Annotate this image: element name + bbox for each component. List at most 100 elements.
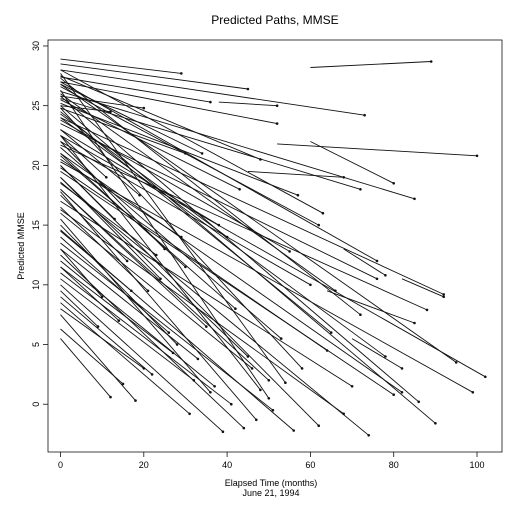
path-line-22 xyxy=(60,135,261,391)
path-line-83 xyxy=(247,170,344,178)
path-endpoint-67 xyxy=(217,223,221,227)
path-line-32 xyxy=(60,302,190,415)
path-endpoint-20 xyxy=(284,381,287,385)
path-line-16 xyxy=(60,77,361,316)
path-line-23 xyxy=(60,165,320,427)
path-endpoint-46 xyxy=(163,247,166,251)
series-layer xyxy=(60,58,487,437)
path-endpoint-26 xyxy=(292,429,296,432)
path-line-84 xyxy=(310,141,394,184)
path-endpoint-72 xyxy=(96,325,100,328)
path-endpoint-30 xyxy=(209,391,212,394)
path-endpoint-34 xyxy=(150,373,154,376)
path-endpoint-64 xyxy=(238,188,241,191)
path-endpoint-2 xyxy=(363,113,366,117)
path-endpoint-78 xyxy=(454,361,458,364)
y-tick-label-5: 5 xyxy=(31,342,41,347)
path-line-7 xyxy=(60,90,415,200)
path-line-1 xyxy=(60,63,248,90)
path-endpoint-14 xyxy=(392,393,396,397)
path-line-89 xyxy=(60,95,419,403)
path-line-33 xyxy=(60,266,174,354)
path-endpoint-27 xyxy=(254,418,258,422)
x-axis-sublabel: June 21, 1994 xyxy=(242,488,299,498)
path-line-46 xyxy=(60,141,165,250)
path-endpoint-61 xyxy=(113,217,116,221)
plot-frame xyxy=(47,39,503,453)
path-endpoint-69 xyxy=(155,253,158,257)
path-endpoint-54 xyxy=(271,408,275,412)
path-endpoint-50 xyxy=(325,349,329,352)
path-endpoint-56 xyxy=(213,385,216,388)
path-line-53 xyxy=(60,212,253,369)
path-line-10 xyxy=(60,117,444,295)
path-endpoint-17 xyxy=(375,277,379,281)
path-line-55 xyxy=(60,272,232,405)
y-axis-label: Predicted MMSE xyxy=(16,212,26,280)
path-endpoint-15 xyxy=(434,422,437,425)
path-endpoint-31 xyxy=(196,357,200,361)
y-tick-label-0: 0 xyxy=(31,402,41,407)
path-endpoint-63 xyxy=(200,152,204,155)
path-endpoint-76 xyxy=(384,355,387,358)
path-line-24 xyxy=(60,181,369,436)
path-line-90 xyxy=(60,69,324,214)
path-line-18 xyxy=(60,93,336,292)
path-line-3 xyxy=(60,76,211,103)
path-endpoint-9 xyxy=(317,223,321,227)
path-endpoint-45 xyxy=(175,343,179,346)
path-endpoint-80 xyxy=(142,106,146,110)
path-endpoint-47 xyxy=(138,193,141,197)
chart-title: Predicted Paths, MMSE xyxy=(211,13,338,27)
path-endpoint-70 xyxy=(130,289,133,293)
path-endpoint-32 xyxy=(188,412,191,416)
path-line-87 xyxy=(343,248,386,276)
path-endpoint-24 xyxy=(367,434,371,437)
path-endpoint-44 xyxy=(205,325,208,328)
x-axis-label: Elapsed Time (months) xyxy=(225,478,318,488)
path-line-75 xyxy=(60,111,332,333)
path-line-70 xyxy=(60,230,132,292)
path-line-76 xyxy=(60,117,386,357)
y-tick-label-15: 15 xyxy=(31,220,41,230)
path-endpoint-74 xyxy=(267,379,271,382)
path-line-20 xyxy=(60,73,286,383)
path-endpoint-59 xyxy=(146,289,150,293)
y-tick-label-25: 25 xyxy=(31,101,41,111)
path-line-69 xyxy=(60,182,157,256)
path-line-82 xyxy=(218,101,278,107)
y-tick-label-10: 10 xyxy=(31,280,41,290)
path-line-36 xyxy=(60,338,111,398)
path-endpoint-82 xyxy=(275,104,279,107)
path-line-9 xyxy=(60,86,319,226)
path-endpoint-41 xyxy=(184,265,187,269)
path-endpoint-13 xyxy=(471,391,475,394)
path-line-25 xyxy=(60,209,344,415)
path-line-72 xyxy=(60,290,99,327)
path-line-51 xyxy=(60,200,353,387)
path-endpoint-3 xyxy=(209,100,212,104)
path-endpoint-88 xyxy=(400,367,404,370)
path-endpoint-62 xyxy=(105,176,108,179)
path-endpoint-90 xyxy=(321,211,325,215)
x-tick-label-60: 60 xyxy=(305,460,315,470)
path-endpoint-66 xyxy=(259,158,262,161)
x-tick-label-80: 80 xyxy=(389,460,399,470)
path-line-80 xyxy=(60,95,144,109)
path-endpoint-85 xyxy=(413,321,416,325)
path-line-4 xyxy=(60,81,278,125)
x-tick-label-20: 20 xyxy=(139,460,149,470)
path-endpoint-48 xyxy=(288,250,291,253)
path-line-2 xyxy=(60,69,365,116)
path-endpoint-77 xyxy=(400,391,404,394)
path-line-34 xyxy=(60,296,153,375)
path-endpoint-91 xyxy=(375,259,379,263)
path-endpoint-51 xyxy=(350,385,354,388)
path-line-71 xyxy=(60,266,120,321)
path-endpoint-21 xyxy=(267,397,271,400)
path-line-59 xyxy=(60,206,149,292)
path-endpoint-55 xyxy=(230,402,233,406)
path-line-60 xyxy=(60,194,128,262)
path-endpoint-58 xyxy=(167,331,171,334)
path-line-77 xyxy=(60,153,403,393)
